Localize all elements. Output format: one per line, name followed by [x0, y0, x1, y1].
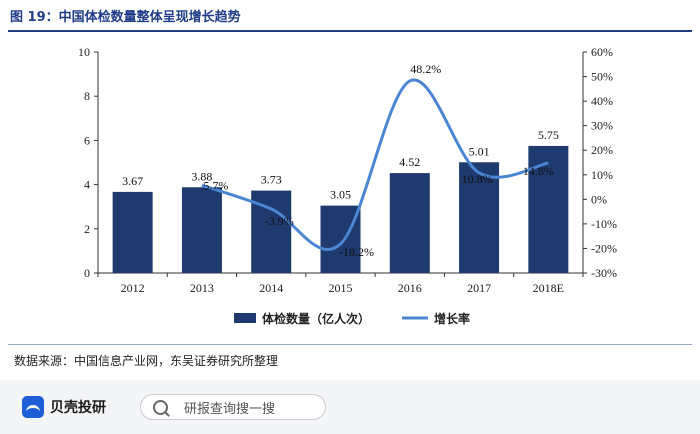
legend-bar-swatch [234, 313, 256, 323]
right-tick-label: -10% [591, 217, 617, 231]
right-tick-label: 20% [591, 143, 613, 157]
x-tick-label: 2016 [398, 281, 422, 295]
bar-value-label: 3.88 [191, 169, 212, 183]
x-tick-label: 2013 [190, 281, 214, 295]
growth-rate-label: -3.9% [265, 214, 294, 228]
left-tick-label: 2 [84, 222, 90, 236]
right-tick-label: 60% [591, 45, 613, 59]
right-tick-label: -30% [591, 266, 617, 280]
growth-rate-line [201, 78, 549, 252]
growth-rate-label: 10.8% [462, 172, 493, 186]
left-tick-label: 4 [84, 178, 90, 192]
bar-2013 [181, 187, 222, 273]
right-tick-label: 40% [591, 94, 613, 108]
growth-rate-label: 5.7% [203, 178, 228, 192]
search-box[interactable]: 研报查询搜一搜 [140, 394, 326, 420]
combo-chart: 0 2 4 6 8 10 -30% -20% -10% 0% 10% 20% 30% 40% 50% 60% 3… [78, 45, 617, 326]
bar-2015 [320, 205, 361, 273]
title-divider [8, 30, 692, 32]
brand-logo[interactable]: 贝壳投研 [22, 396, 106, 418]
x-tick-label: 2014 [259, 281, 283, 295]
bar-value-label: 5.01 [469, 144, 490, 158]
right-tick-label: -20% [591, 241, 617, 255]
bar-value-label: 3.05 [330, 188, 351, 202]
right-tick-label: 0% [591, 192, 607, 206]
source-divider [8, 344, 692, 345]
x-tick-label: 2018E [533, 281, 564, 295]
growth-rate-label: -18.2% [339, 245, 374, 259]
left-tick-label: 6 [84, 133, 90, 147]
bar-2012 [112, 191, 153, 273]
left-tick-label: 0 [84, 266, 90, 280]
bar-2016 [389, 173, 430, 273]
left-tick-label: 10 [78, 45, 90, 59]
bar-2017 [459, 162, 500, 273]
right-tick-label: 50% [591, 70, 613, 84]
x-tick-label: 2015 [329, 281, 353, 295]
brand-name: 贝壳投研 [50, 400, 106, 416]
x-tick-label: 2017 [467, 281, 491, 295]
search-placeholder: 研报查询搜一搜 [184, 401, 276, 417]
x-tick-label: 2012 [121, 281, 145, 295]
right-tick-label: 10% [591, 168, 613, 182]
shell-logo-icon [22, 396, 44, 418]
figure-title: 图 19：中国体检数量整体呈现增长趋势 [10, 10, 241, 25]
bar-value-label: 5.75 [538, 128, 559, 142]
legend-bar-label: 体检数量（亿人次） [262, 311, 370, 326]
bar-value-label: 3.73 [261, 173, 282, 187]
legend-line-label: 增长率 [434, 311, 470, 326]
growth-rate-label: 48.2% [410, 62, 441, 76]
footer-bar: 贝壳投研 研报查询搜一搜 [0, 380, 700, 434]
figure-source: 数据来源：中国信息产业网，东吴证券研究所整理 [14, 354, 279, 368]
right-tick-label: 30% [591, 119, 613, 133]
growth-rate-label: 14.8% [523, 164, 554, 178]
bar-value-label: 3.67 [122, 174, 143, 188]
left-tick-label: 8 [84, 89, 90, 103]
bar-value-label: 4.52 [399, 155, 420, 169]
search-icon [153, 399, 168, 415]
